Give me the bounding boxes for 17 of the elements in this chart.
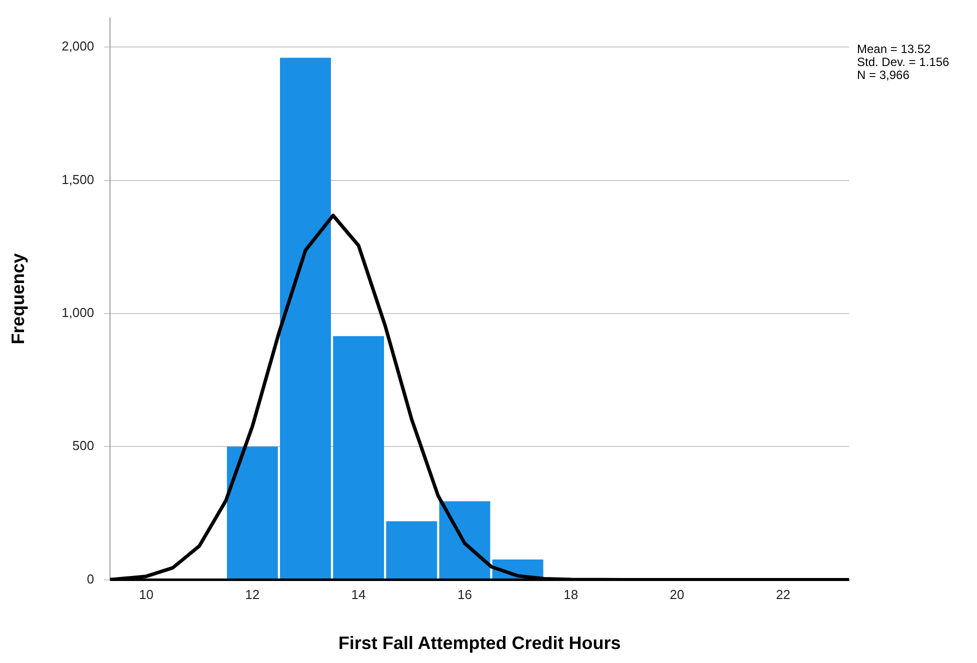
x-tick-label: 12 bbox=[245, 587, 260, 602]
x-tick-label: 22 bbox=[776, 587, 790, 602]
text: N = 3,966 bbox=[857, 68, 910, 82]
y-tick-label: 0 bbox=[86, 571, 94, 586]
y-tick-label: 2,000 bbox=[62, 38, 94, 54]
x-axis-title: First Fall Attempted Credit Hours bbox=[338, 633, 621, 654]
y-tick-label: 1,500 bbox=[62, 172, 94, 187]
text: Mean = 13.52 bbox=[857, 42, 932, 56]
y-axis-title: Frequency bbox=[8, 253, 28, 344]
x-tick-label: 20 bbox=[670, 587, 684, 602]
x-tick-label: 10 bbox=[138, 587, 154, 602]
y-tick-label: 500 bbox=[72, 438, 94, 454]
x-tick-label: 14 bbox=[351, 587, 366, 602]
y-tick-label: 1,000 bbox=[62, 305, 94, 320]
x-tick-label: 18 bbox=[564, 587, 578, 602]
x-tick-label: 16 bbox=[457, 587, 472, 602]
text: Std. Dev. = 1.156 bbox=[857, 55, 950, 70]
